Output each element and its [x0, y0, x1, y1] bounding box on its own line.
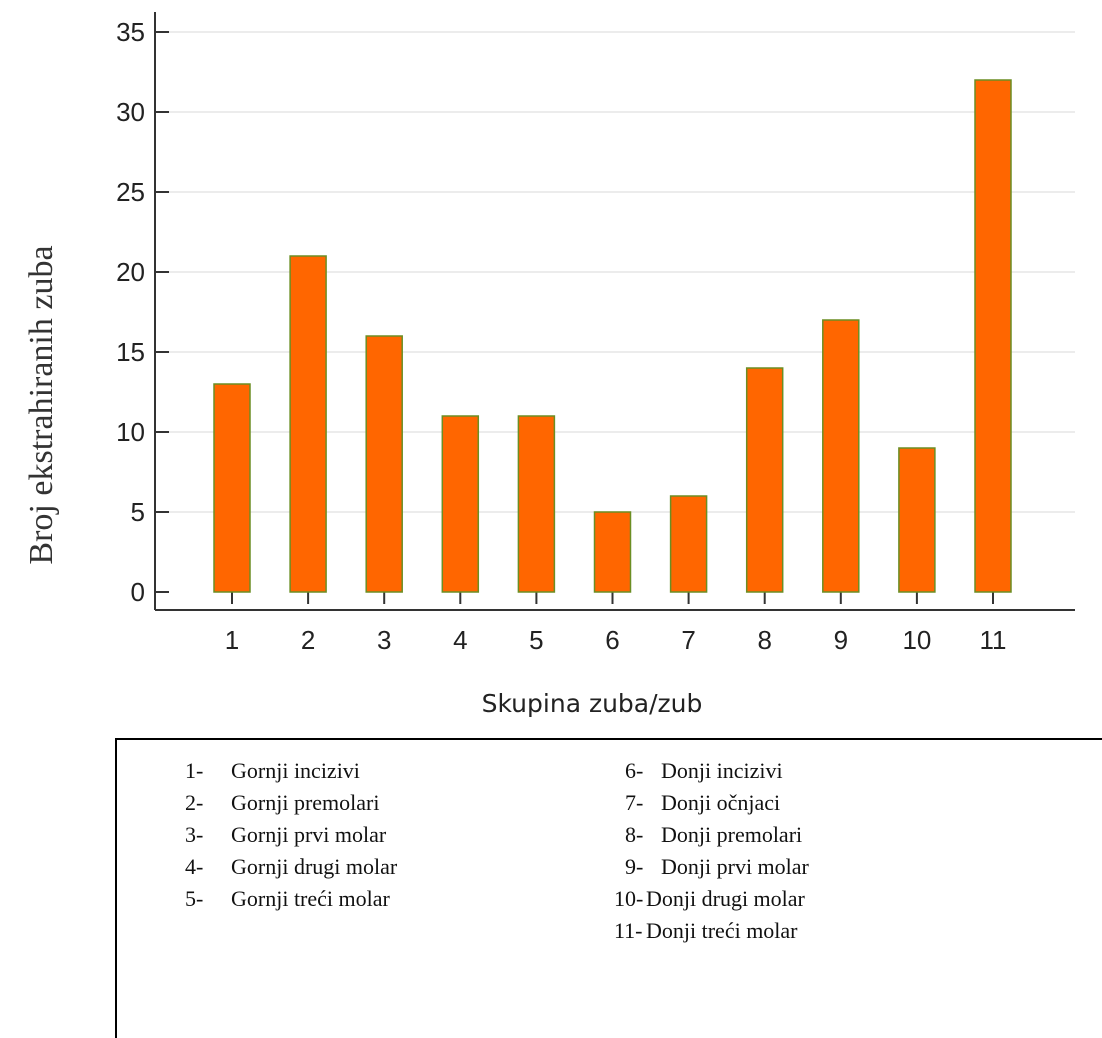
legend-item-2: 2- Gornji premolari [185, 790, 380, 815]
y-tick-label: 5 [131, 497, 145, 527]
legend-item-7: 7- Donji očnjaci [625, 790, 781, 815]
bar-6 [593, 511, 632, 593]
bar-chart: 0 5 10 15 20 25 30 35 1 2 3 4 5 6 7 8 9 10 11 Broj ekstrah… [23, 12, 1075, 718]
x-tick-label: 4 [453, 625, 467, 655]
axes [154, 12, 1075, 611]
bar-9 [822, 319, 860, 593]
x-tick-label: 10 [902, 625, 931, 655]
bar-3 [365, 335, 403, 593]
legend-item-5: 5- Gornji treći molar [185, 886, 390, 911]
legend-item-1: 1- Gornji incizivi [185, 758, 360, 783]
legend-item-11: 11- Donji treći molar [614, 918, 798, 943]
y-tick-label: 20 [116, 257, 145, 287]
bar-2 [289, 255, 327, 593]
x-axis-label: Skupina zuba/zub [482, 689, 703, 718]
x-tick-label: 3 [377, 625, 391, 655]
legend-item-9: 9- Donji prvi molar [625, 854, 809, 879]
bars [213, 79, 1012, 593]
y-tick-label: 30 [116, 97, 145, 127]
bar-10 [898, 447, 936, 593]
y-tick-label: 25 [116, 177, 145, 207]
bar-5 [517, 415, 556, 593]
x-tick-label: 11 [980, 625, 1007, 655]
y-axis-label: Broj ekstrahiranih zuba [23, 245, 60, 564]
x-tick-label: 1 [225, 625, 239, 655]
legend-item-10: 10- Donji drugi molar [614, 886, 805, 911]
bar-1 [213, 383, 251, 593]
y-tick-label: 15 [116, 337, 145, 367]
legend-item-8: 8- Donji premolari [625, 822, 803, 847]
x-tick-label: 2 [301, 625, 315, 655]
x-tick-label: 8 [757, 625, 771, 655]
x-tick-label: 9 [834, 625, 848, 655]
legend-box: 1- Gornji incizivi 2- Gornji premolari 3- G… [115, 738, 1102, 1038]
y-tick-label: 0 [131, 577, 145, 607]
legend-item-6: 6- Donji incizivi [625, 758, 783, 783]
bar-8 [745, 367, 784, 593]
x-tick-label: 5 [529, 625, 543, 655]
bar-4 [441, 415, 480, 593]
bar-7 [669, 495, 708, 593]
x-tick-label: 6 [605, 625, 619, 655]
y-tick-label: 10 [116, 417, 145, 447]
x-tick-label: 7 [681, 625, 695, 655]
y-tick-label: 35 [116, 17, 145, 47]
tick-labels: 0 5 10 15 20 25 30 35 1 2 3 4 5 6 7 8 9 10 11 [116, 17, 1006, 655]
legend-item-4: 4- Gornji drugi molar [185, 854, 398, 879]
bar-11 [974, 79, 1012, 593]
legend-item-3: 3- Gornji prvi molar [185, 822, 387, 847]
